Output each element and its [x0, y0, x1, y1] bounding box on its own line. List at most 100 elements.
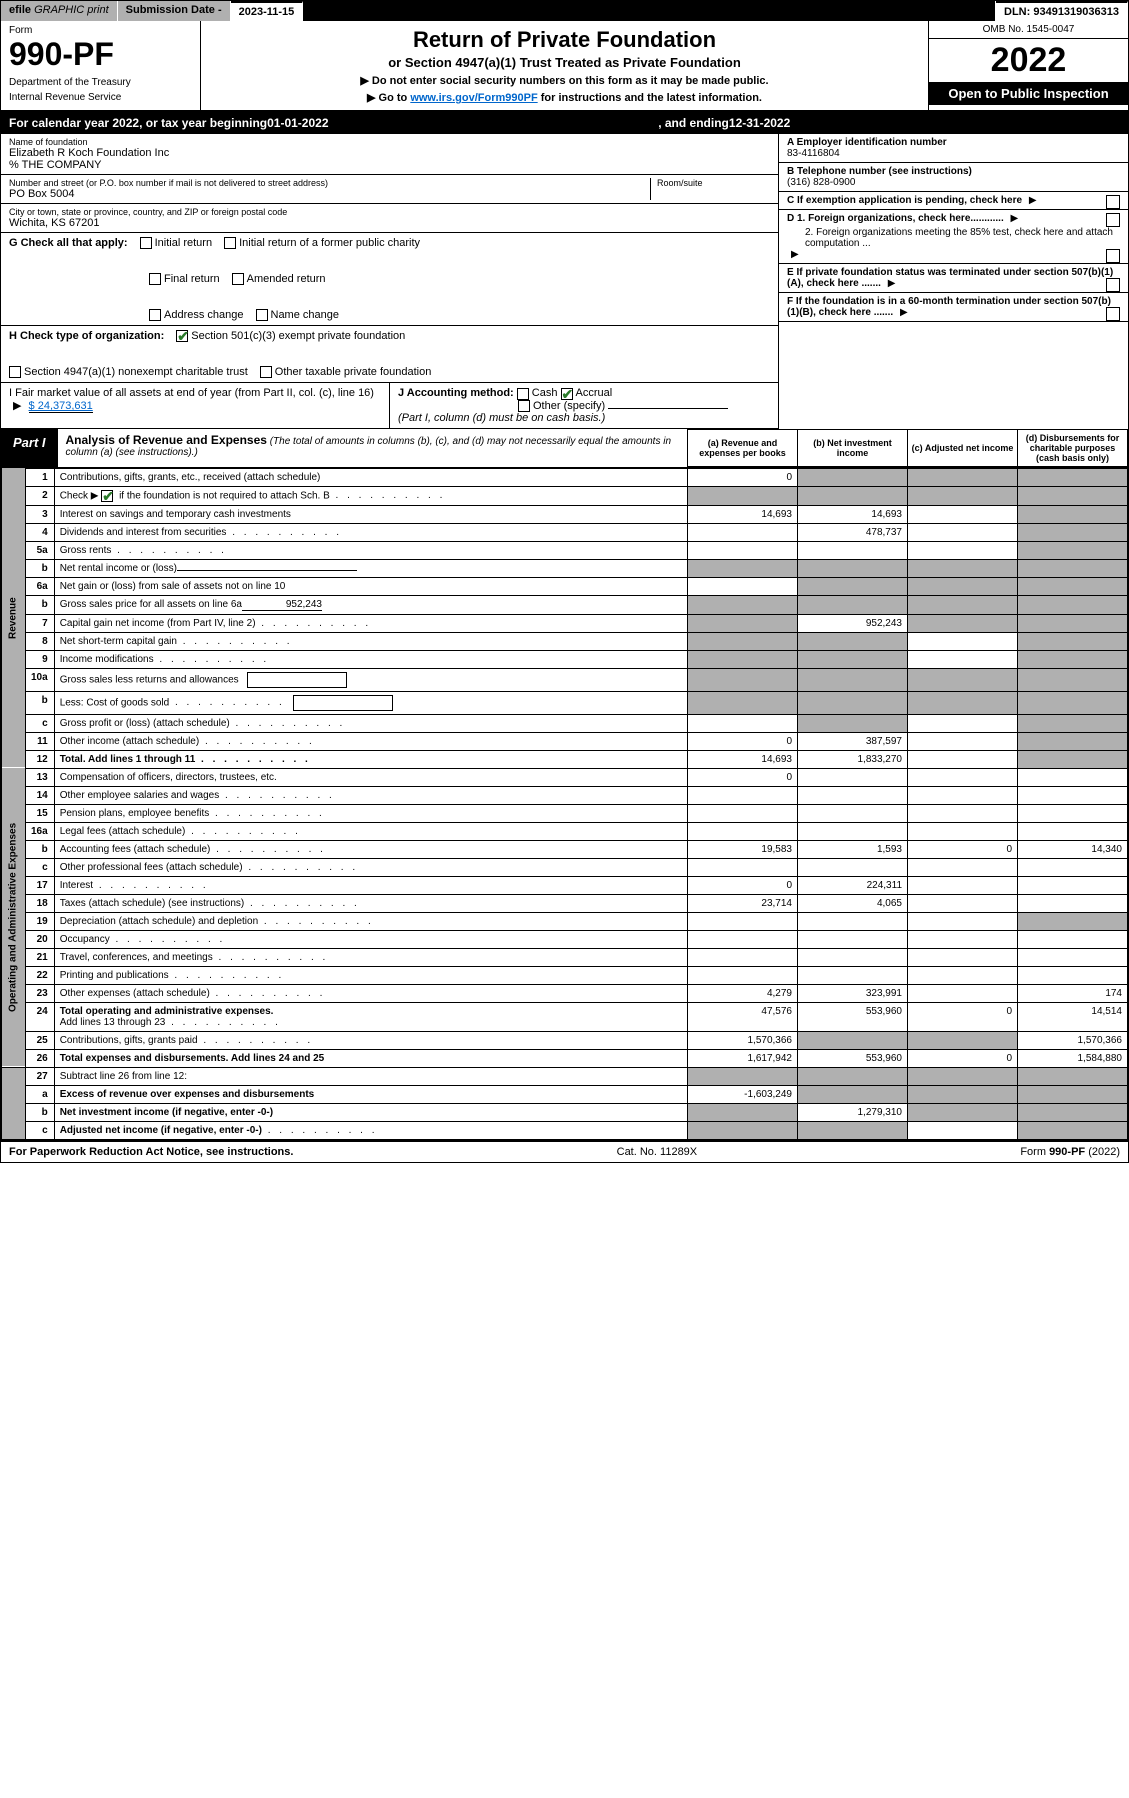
table-row: 10aGross sales less returns and allowanc…: [2, 668, 1128, 691]
col-b-header: (b) Net investment income: [798, 429, 908, 466]
fmv-value: $ 24,373,631: [29, 400, 93, 413]
table-row: 6aNet gain or (loss) from sale of assets…: [2, 577, 1128, 595]
dln: DLN: 93491319036313: [996, 1, 1128, 21]
city-label: City or town, state or province, country…: [9, 207, 770, 217]
checkbox-other-taxable[interactable]: [260, 366, 272, 378]
table-row: bLess: Cost of goods sold: [2, 691, 1128, 714]
page-footer: For Paperwork Reduction Act Notice, see …: [1, 1140, 1128, 1162]
submission-date-label: Submission Date -: [118, 1, 231, 21]
table-row: 16aLegal fees (attach schedule): [2, 822, 1128, 840]
table-row: 27Subtract line 26 from line 12:: [2, 1067, 1128, 1085]
checkbox-cash[interactable]: [517, 388, 529, 400]
table-row: cOther professional fees (attach schedul…: [2, 858, 1128, 876]
checkbox-d1[interactable]: [1106, 213, 1120, 227]
table-row: bNet rental income or (loss): [2, 559, 1128, 577]
tax-year: 2022: [929, 39, 1128, 82]
note-ssn: ▶ Do not enter social security numbers o…: [207, 74, 922, 87]
checkbox-sch-b[interactable]: [101, 490, 113, 502]
g-label: G Check all that apply:: [9, 237, 128, 249]
h-label: H Check type of organization:: [9, 330, 164, 342]
phone-value: (316) 828-0900: [787, 177, 855, 188]
room-label: Room/suite: [657, 178, 770, 188]
calendar-year-row: For calendar year 2022, or tax year begi…: [1, 112, 1128, 134]
name-label: Name of foundation: [9, 137, 770, 147]
ein-label: A Employer identification number: [787, 137, 947, 148]
f-label: F If the foundation is in a 60-month ter…: [787, 296, 1111, 318]
irs-link[interactable]: www.irs.gov/Form990PF: [410, 92, 537, 104]
i-label: I Fair market value of all assets at end…: [9, 387, 374, 399]
e-label: E If private foundation status was termi…: [787, 267, 1113, 289]
table-row: 9Income modifications: [2, 650, 1128, 668]
footer-left: For Paperwork Reduction Act Notice, see …: [9, 1146, 293, 1158]
checkbox-c[interactable]: [1106, 195, 1120, 209]
irs-label: Internal Revenue Service: [9, 92, 192, 103]
c-label: C If exemption application is pending, c…: [787, 195, 1022, 206]
table-row: 12Total. Add lines 1 through 1114,6931,8…: [2, 750, 1128, 768]
omb-number: OMB No. 1545-0047: [929, 21, 1128, 39]
checkbox-f[interactable]: [1106, 307, 1120, 321]
foundation-name: Elizabeth R Koch Foundation Inc: [9, 147, 770, 159]
part1-label: Part I: [1, 429, 58, 467]
table-row: 26Total expenses and disbursements. Add …: [2, 1049, 1128, 1067]
table-row: 22Printing and publications: [2, 966, 1128, 984]
form-number: 990-PF: [9, 36, 192, 73]
table-row: 11Other income (attach schedule)0387,597: [2, 732, 1128, 750]
checkbox-name-change[interactable]: [256, 309, 268, 321]
table-row: 24Total operating and administrative exp…: [2, 1002, 1128, 1031]
part1-table: Revenue 1Contributions, gifts, grants, e…: [1, 468, 1128, 1140]
checkbox-amended[interactable]: [232, 273, 244, 285]
checkbox-initial-return[interactable]: [140, 237, 152, 249]
submission-date-value: 2023-11-15: [231, 1, 304, 21]
table-row: 14Other employee salaries and wages: [2, 786, 1128, 804]
form-header: Form 990-PF Department of the Treasury I…: [1, 21, 1128, 112]
checkbox-d2[interactable]: [1106, 249, 1120, 263]
phone-label: B Telephone number (see instructions): [787, 166, 972, 177]
table-row: 7Capital gain net income (from Part IV, …: [2, 614, 1128, 632]
table-row: 3Interest on savings and temporary cash …: [2, 505, 1128, 523]
table-row: bGross sales price for all assets on lin…: [2, 595, 1128, 614]
footer-right: Form 990-PF (2022): [1020, 1146, 1120, 1158]
form-subtitle: or Section 4947(a)(1) Trust Treated as P…: [207, 55, 922, 70]
j-note: (Part I, column (d) must be on cash basi…: [398, 412, 605, 424]
table-row: 21Travel, conferences, and meetings: [2, 948, 1128, 966]
addr-label: Number and street (or P.O. box number if…: [9, 178, 650, 188]
col-d-header: (d) Disbursements for charitable purpose…: [1018, 429, 1128, 466]
table-row: 4Dividends and interest from securities4…: [2, 523, 1128, 541]
d2-label: 2. Foreign organizations meeting the 85%…: [787, 227, 1120, 249]
table-row: bNet investment income (if negative, ent…: [2, 1103, 1128, 1121]
table-row: 17Interest0224,311: [2, 876, 1128, 894]
dept-treasury: Department of the Treasury: [9, 77, 192, 88]
checkbox-addr-change[interactable]: [149, 309, 161, 321]
city-state-zip: Wichita, KS 67201: [9, 217, 770, 229]
ein-value: 83-4116804: [787, 148, 840, 159]
col-c-header: (c) Adjusted net income: [908, 429, 1018, 466]
efile-badge: efile GRAPHIC print: [1, 1, 118, 21]
form-label: Form: [9, 25, 192, 36]
table-row: cAdjusted net income (if negative, enter…: [2, 1121, 1128, 1139]
table-row: 23Other expenses (attach schedule)4,2793…: [2, 984, 1128, 1002]
part1-title: Analysis of Revenue and Expenses: [66, 433, 267, 447]
table-row: bAccounting fees (attach schedule)19,583…: [2, 840, 1128, 858]
table-row: cGross profit or (loss) (attach schedule…: [2, 714, 1128, 732]
top-bar: efile GRAPHIC print Submission Date - 20…: [1, 1, 1128, 21]
checkbox-501c3[interactable]: [176, 330, 188, 342]
checkbox-final-return[interactable]: [149, 273, 161, 285]
table-row: Operating and Administrative Expenses 13…: [2, 768, 1128, 786]
form-title: Return of Private Foundation: [207, 27, 922, 53]
table-row: aExcess of revenue over expenses and dis…: [2, 1085, 1128, 1103]
checkbox-initial-former[interactable]: [224, 237, 236, 249]
d1-label: D 1. Foreign organizations, check here..…: [787, 213, 1004, 224]
table-row: 5aGross rents: [2, 541, 1128, 559]
table-row: 20Occupancy: [2, 930, 1128, 948]
open-public-badge: Open to Public Inspection: [929, 82, 1128, 105]
checkbox-other-method[interactable]: [518, 400, 530, 412]
checkbox-e[interactable]: [1106, 278, 1120, 292]
table-row: 19Depreciation (attach schedule) and dep…: [2, 912, 1128, 930]
checkbox-4947[interactable]: [9, 366, 21, 378]
expenses-side-label: Operating and Administrative Expenses: [2, 768, 26, 1067]
col-a-header: (a) Revenue and expenses per books: [688, 429, 798, 466]
note-link: ▶ Go to www.irs.gov/Form990PF for instru…: [207, 91, 922, 104]
table-row: 8Net short-term capital gain: [2, 632, 1128, 650]
checkbox-accrual[interactable]: [561, 388, 573, 400]
table-row: 2Check ▶ if the foundation is not requir…: [2, 486, 1128, 505]
